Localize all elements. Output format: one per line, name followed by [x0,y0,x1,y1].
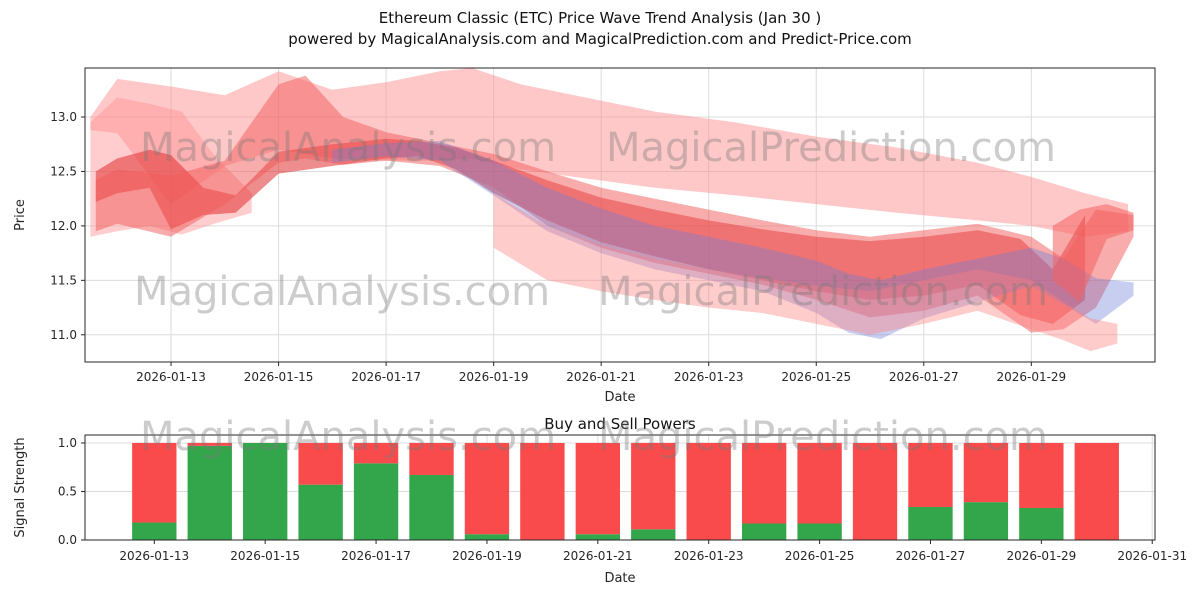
sell-bar-2026-01-19 [464,442,510,535]
sell-bar-2026-01-24 [741,442,787,524]
x-tick-label: 2026-01-27 [896,549,966,563]
buy-bar-2026-01-16 [298,484,343,540]
buy-bar-2026-01-18 [409,474,454,540]
buy-bar-2026-01-29 [1019,507,1064,540]
plot-border [84,434,1156,541]
price-band-blue-band [332,141,1134,340]
buy-bar-2026-01-17 [353,463,399,540]
x-tick-label: 2026-01-19 [452,549,522,563]
buy-bar-2026-01-19 [464,534,510,540]
x-tick-label: 2026-01-17 [351,370,421,384]
y-tick-label: 12.5 [50,164,77,178]
sell-bar-2026-01-21 [575,442,620,535]
y-axis-label: Signal Strength [13,437,28,537]
y-tick-label: 11.0 [50,328,77,342]
x-tick-label: 2026-01-21 [563,549,633,563]
sell-bar-2026-01-29 [1019,442,1064,508]
x-tick-label: 2026-01-15 [244,370,314,384]
sell-bar-2026-01-14 [187,442,232,446]
title-line-2: powered by MagicalAnalysis.com and Magic… [288,30,912,48]
plot-border [84,67,1156,363]
x-tick-label: 2026-01-27 [889,370,959,384]
buy-bar-2026-01-28 [963,502,1009,540]
sell-bar-2026-01-20 [520,442,565,540]
x-tick-label: 2026-01-31 [1117,549,1187,563]
buy-bar-2026-01-21 [575,534,620,540]
sell-bar-2026-01-25 [797,442,842,524]
x-tick-label: 2026-01-13 [136,370,206,384]
y-tick-label: 11.5 [50,273,77,287]
y-tick-label: 0.5 [58,484,77,498]
buy-bar-2026-01-15 [243,442,288,540]
sell-bar-2026-01-30 [1074,442,1119,540]
x-tick-label: 2026-01-25 [781,370,851,384]
figure-title: Ethereum Classic (ETC) Price Wave Trend … [0,8,1200,50]
x-tick-label: 2026-01-17 [341,549,411,563]
price-band-lower-dip [493,193,1118,352]
y-tick-label: 12.0 [50,219,77,233]
price-band-mid-red [95,75,1134,333]
sell-bar-2026-01-28 [963,442,1009,503]
x-tick-label: 2026-01-23 [674,549,744,563]
x-tick-label: 2026-01-13 [119,549,189,563]
y-tick-label: 13.0 [50,110,77,124]
sell-bar-2026-01-17 [353,442,399,464]
x-tick-label: 2026-01-23 [674,370,744,384]
title-line-1: Ethereum Classic (ETC) Price Wave Trend … [378,9,822,27]
y-axis-label: Price [13,199,28,231]
buy-bar-2026-01-27 [908,507,953,540]
y-tick-label: 0.0 [58,533,77,547]
sell-bar-2026-01-16 [298,442,343,485]
x-tick-label: 2026-01-15 [230,549,300,563]
buy-bar-2026-01-25 [797,523,842,540]
x-tick-label: 2026-01-21 [566,370,636,384]
y-tick-label: 1.0 [58,436,77,450]
sell-bar-2026-01-22 [631,442,676,530]
x-tick-label: 2026-01-25 [785,549,855,563]
buy-bar-2026-01-14 [187,445,232,540]
chart-title: Buy and Sell Powers [544,415,696,433]
buy-bar-2026-01-24 [741,523,787,540]
x-axis-label: Date [604,390,635,405]
x-axis-label: Date [604,571,635,586]
price-band-right-recovery [1052,204,1134,303]
price-band-top-envelope [90,68,1129,237]
sell-bar-2026-01-27 [908,442,953,508]
sell-bar-2026-01-18 [409,442,454,475]
buy-bar-2026-01-13 [132,522,177,540]
x-tick-label: 2026-01-29 [1006,549,1076,563]
x-tick-label: 2026-01-19 [459,370,529,384]
buy-bar-2026-01-22 [631,529,676,540]
sell-bar-2026-01-26 [852,442,898,540]
sell-bar-2026-01-13 [132,442,177,523]
sell-bar-2026-01-23 [686,442,731,540]
x-tick-label: 2026-01-29 [996,370,1066,384]
